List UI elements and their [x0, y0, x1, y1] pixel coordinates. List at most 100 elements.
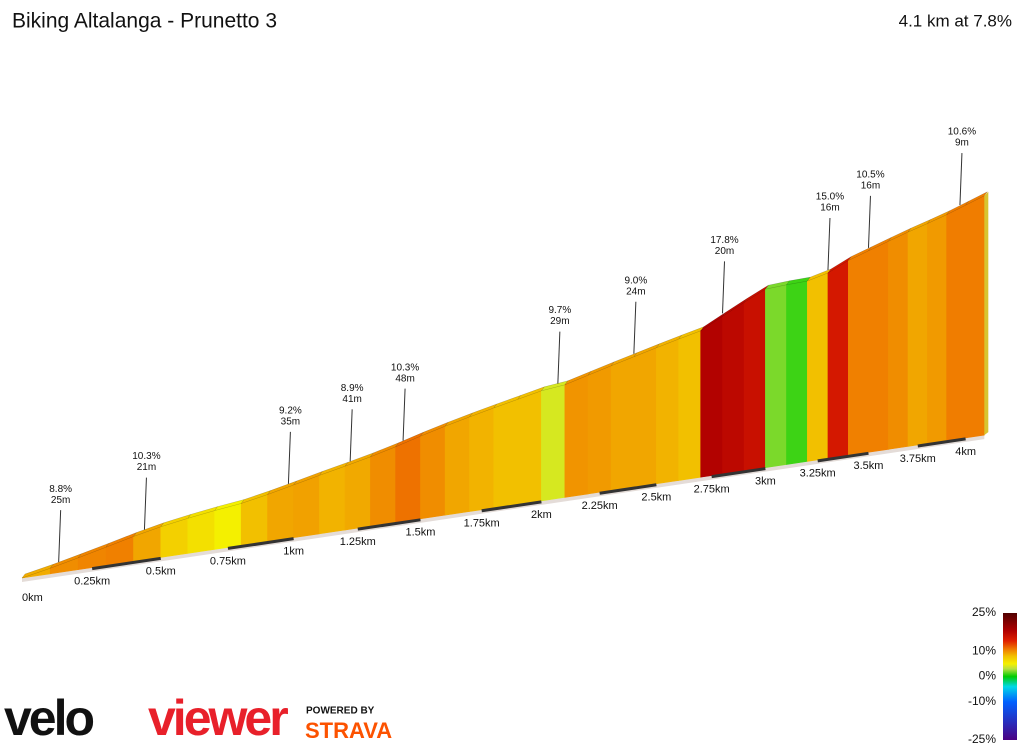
- x-tick-label: 3.5km: [853, 460, 883, 472]
- grade-segment: [395, 435, 421, 523]
- grade-segment: [888, 231, 909, 450]
- annotation-grade: 9.2%: [279, 406, 302, 417]
- color-tick-label: -25%: [968, 732, 996, 746]
- x-tick-label: 2.75km: [694, 483, 730, 495]
- x-tick-label: 1.25km: [340, 536, 376, 548]
- color-tick-label: 0%: [979, 669, 997, 683]
- grade-segment: [517, 390, 542, 505]
- x-tick-label: 0km: [22, 592, 43, 604]
- grade-segment: [868, 240, 889, 453]
- grade-segment: [319, 465, 346, 535]
- logo-velo: velo: [4, 690, 94, 746]
- annotation-length: 21m: [137, 462, 156, 473]
- logo-viewer: viewer: [148, 690, 288, 746]
- grade-segment: [786, 280, 808, 465]
- annotation-grade: 10.3%: [391, 362, 419, 373]
- annotation-leader: [349, 409, 353, 462]
- grade-segment: [444, 416, 470, 516]
- annotation-leader: [143, 477, 147, 530]
- annotation-length: 9m: [955, 138, 969, 149]
- color-tick-label: 10%: [972, 643, 996, 657]
- annotation-grade: 15.0%: [816, 192, 844, 203]
- grade-segment: [633, 347, 657, 488]
- annotation-length: 16m: [861, 181, 880, 192]
- grade-segment: [610, 356, 635, 491]
- annotation-leader: [633, 301, 637, 354]
- chart-title: Biking Altalanga - Prunetto 3: [12, 10, 277, 33]
- grade-segment: [743, 288, 766, 472]
- color-tick-label: 25%: [972, 605, 996, 619]
- x-tick-label: 2.25km: [582, 500, 618, 512]
- annotation-leader: [959, 153, 963, 206]
- annotation-length: 16m: [820, 203, 839, 214]
- tick-bar: [917, 437, 966, 448]
- annotation-length: 41m: [342, 394, 361, 405]
- annotation-grade: 8.9%: [341, 383, 364, 394]
- x-tick-label: 0.5km: [146, 565, 176, 577]
- x-tick-label: 0.25km: [74, 575, 110, 587]
- annotation-grade: 9.0%: [624, 275, 647, 286]
- grade-segment: [214, 503, 242, 550]
- grade-segment: [493, 398, 518, 509]
- color-bar: [1003, 613, 1017, 740]
- strava: STRAVA: [305, 718, 392, 743]
- annotation-leader: [402, 388, 406, 441]
- x-tick-label: 4km: [955, 446, 976, 458]
- grade-segment: [370, 446, 396, 527]
- tick-bar: [481, 500, 542, 513]
- x-tick-label: 3km: [755, 476, 776, 488]
- end-face: [984, 191, 989, 436]
- tick-bar: [711, 467, 766, 479]
- x-tick-label: 1.75km: [464, 518, 500, 530]
- x-tick-label: 2.5km: [641, 492, 671, 504]
- grade-segment: [946, 204, 966, 442]
- color-tick-label: -10%: [968, 694, 996, 708]
- grade-segment: [293, 474, 320, 539]
- grade-segment: [469, 407, 495, 512]
- grade-segment: [848, 250, 869, 456]
- grade-segment: [700, 315, 723, 478]
- grade-segment: [927, 214, 947, 444]
- x-tick-label: 1km: [283, 546, 304, 558]
- x-tick-label: 1.5km: [405, 527, 435, 539]
- x-tick-label: 3.75km: [900, 453, 936, 465]
- ridge: [965, 191, 988, 206]
- tick-bar: [817, 451, 869, 463]
- grade-segment: [656, 338, 679, 485]
- chart-subtitle: 4.1 km at 7.8%: [899, 11, 1012, 30]
- grade-segment: [807, 272, 829, 462]
- powered-by: POWERED BY: [306, 706, 375, 717]
- x-tick-label: 3.25km: [800, 468, 836, 480]
- annotation-leader: [827, 217, 831, 270]
- tick-bar: [599, 483, 657, 495]
- annotation-grade: 9.7%: [548, 305, 571, 316]
- annotation-length: 20m: [715, 246, 734, 257]
- grade-segment: [965, 195, 985, 439]
- grade-segment: [678, 330, 701, 481]
- grade-segment: [344, 456, 371, 531]
- annotation-grade: 10.3%: [132, 451, 160, 462]
- annotation-grade: 10.5%: [856, 170, 884, 181]
- annotation-grade: 10.6%: [948, 127, 976, 138]
- annotation-length: 25m: [51, 495, 70, 506]
- annotation-length: 48m: [395, 373, 414, 384]
- annotation-grade: 17.8%: [710, 235, 738, 246]
- grade-segment: [564, 374, 589, 498]
- annotation-leader: [58, 510, 62, 563]
- grade-segment: [907, 223, 928, 447]
- annotation-leader: [287, 431, 291, 484]
- annotation-leader: [557, 331, 561, 384]
- grade-segment: [541, 384, 566, 502]
- x-tick-label: 2km: [531, 509, 552, 521]
- grade-segment: [765, 284, 787, 468]
- tick-bar: [91, 556, 161, 571]
- tick-bar: [227, 537, 294, 550]
- annotation-leader: [867, 195, 871, 248]
- x-tick-label: 0.75km: [210, 555, 246, 567]
- tick-bar: [357, 518, 421, 531]
- annotation-leader: [722, 261, 726, 314]
- grade-segment: [267, 484, 294, 542]
- annotation-length: 24m: [626, 286, 645, 297]
- annotation-grade: 8.8%: [49, 484, 72, 495]
